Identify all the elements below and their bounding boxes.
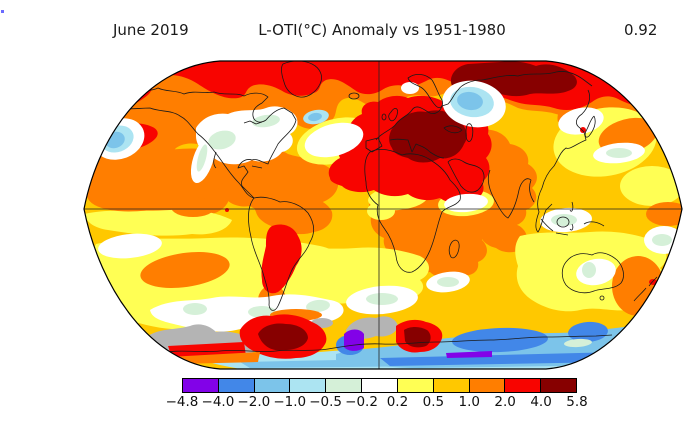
map-outline (83, 60, 683, 370)
colorbar-tick-2.0: 2.0 (494, 394, 516, 410)
antarctic-warm-anomalies (168, 309, 443, 364)
coastlines (103, 61, 658, 354)
colorbar-segment-6 (397, 379, 434, 392)
colorbar-tick-−2.0: −2.0 (237, 394, 271, 410)
colorbar-segment-2 (254, 379, 291, 392)
corner-artifact-mark (1, 10, 4, 13)
graticule-lines (84, 61, 682, 369)
colorbar-tick-−4.0: −4.0 (201, 394, 235, 410)
colorbar-tick-0.5: 0.5 (422, 394, 445, 410)
colorbar-segment-3 (290, 379, 327, 392)
colorbar-segment-7 (433, 379, 470, 392)
colorbar-tick-5.8: 5.8 (566, 394, 588, 410)
colorbar-segment-5 (362, 379, 398, 392)
map-title: L-OTI(°C) Anomaly vs 1951-1980 (258, 21, 506, 39)
colorbar-tick-−4.8: −4.8 (165, 394, 199, 410)
colorbar-segment-1 (218, 379, 255, 392)
colorbar-segment-8 (469, 379, 506, 392)
global-mean-anomaly-value: 0.92 (624, 21, 658, 39)
map-date-label: June 2019 (113, 21, 189, 39)
colorbar-segment-4 (326, 379, 363, 392)
colorbar-tick-1.0: 1.0 (458, 394, 480, 410)
colorbar-segment-9 (505, 379, 542, 392)
colorbar-tick-−1.0: −1.0 (273, 394, 307, 410)
colorbar-segment-10 (541, 379, 576, 392)
mint-cool-spots (183, 114, 672, 318)
colorbar-tick-−0.2: −0.2 (345, 394, 378, 410)
colorbar-tick-4.0: 4.0 (530, 394, 552, 410)
colorbar-tick-0.2: 0.2 (386, 394, 409, 410)
anomaly-colorbar (182, 378, 577, 393)
colorbar-tick-−0.5: −0.5 (309, 394, 343, 410)
colorbar-segment-0 (183, 379, 219, 392)
